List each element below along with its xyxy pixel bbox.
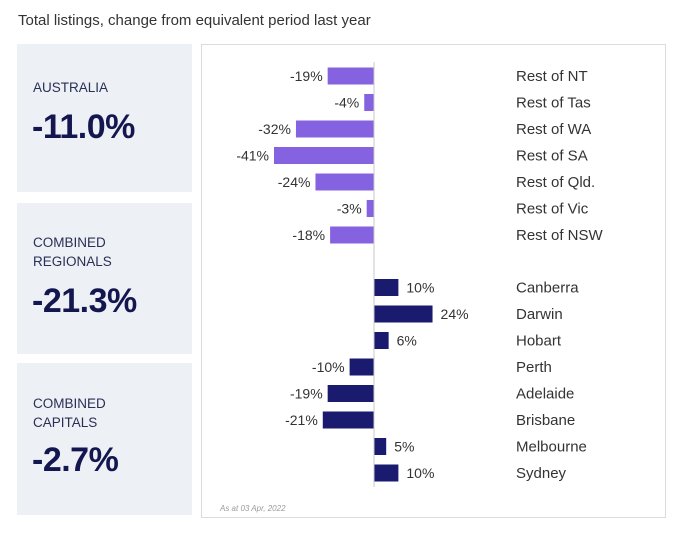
- bar: [366, 200, 374, 217]
- data-label: -18%: [292, 227, 325, 243]
- category-label: Sydney: [516, 465, 567, 482]
- category-label: Perth: [516, 359, 552, 376]
- data-label: -19%: [290, 68, 323, 84]
- data-label: -32%: [258, 121, 291, 137]
- chart-panel: -19% Rest of NT -4% Rest of Tas -32% Rest of …: [201, 44, 666, 518]
- category-label: Brisbane: [516, 412, 575, 429]
- data-label: -10%: [312, 359, 345, 375]
- bar: [364, 94, 374, 111]
- bar: [374, 279, 399, 296]
- bar: [315, 173, 374, 191]
- category-label: Adelaide: [516, 386, 574, 403]
- data-label: -41%: [236, 148, 269, 164]
- bar: [374, 305, 433, 323]
- bar: [274, 147, 374, 164]
- stat-card-australia: AUSTRALIA -11.0%: [17, 44, 192, 192]
- category-label: Rest of Qld.: [516, 174, 595, 191]
- bar: [374, 332, 389, 349]
- bar: [374, 464, 399, 482]
- category-label: Rest of Vic: [516, 201, 589, 218]
- category-label: Rest of SA: [516, 148, 588, 165]
- stat-card-combined-capitals: COMBINED CAPITALS -2.7%: [17, 363, 192, 515]
- data-label: 10%: [406, 280, 434, 296]
- bar-chart: -19% Rest of NT -4% Rest of Tas -32% Rest of …: [236, 62, 604, 487]
- category-label: Darwin: [516, 306, 563, 323]
- data-label: -3%: [337, 201, 362, 217]
- category-label: Rest of NSW: [516, 227, 604, 244]
- category-label: Rest of WA: [516, 121, 591, 138]
- data-label: -19%: [290, 386, 323, 402]
- stat-label: AUSTRALIA: [33, 80, 109, 95]
- category-label: Rest of NT: [516, 68, 588, 85]
- data-label: -4%: [334, 95, 359, 111]
- data-label: -21%: [285, 412, 318, 428]
- footnote: As at 03 Apr, 2022: [220, 504, 286, 513]
- stat-label: COMBINED CAPITALS: [33, 396, 106, 430]
- bar: [330, 226, 374, 244]
- data-label: 10%: [406, 465, 434, 481]
- data-label: 24%: [441, 306, 469, 322]
- data-label: -24%: [278, 174, 311, 190]
- bar: [322, 411, 374, 429]
- bar: [327, 385, 374, 402]
- category-label: Melbourne: [516, 439, 587, 456]
- stat-value: -2.7%: [32, 441, 119, 479]
- data-label: 5%: [394, 439, 414, 455]
- bar: [295, 120, 374, 138]
- category-label: Canberra: [516, 280, 579, 297]
- bar: [349, 358, 374, 376]
- bar: [327, 67, 374, 85]
- category-label: Hobart: [516, 333, 562, 350]
- category-label: Rest of Tas: [516, 95, 591, 112]
- stat-label: COMBINED REGIONALS: [33, 235, 112, 269]
- data-label: 6%: [397, 333, 417, 349]
- chart-title: Total listings, change from equivalent p…: [18, 12, 371, 29]
- stat-value: -11.0%: [32, 108, 135, 146]
- stat-value: -21.3%: [32, 282, 137, 320]
- stat-card-combined-regionals: COMBINED REGIONALS -21.3%: [17, 203, 192, 354]
- bar: [374, 438, 387, 455]
